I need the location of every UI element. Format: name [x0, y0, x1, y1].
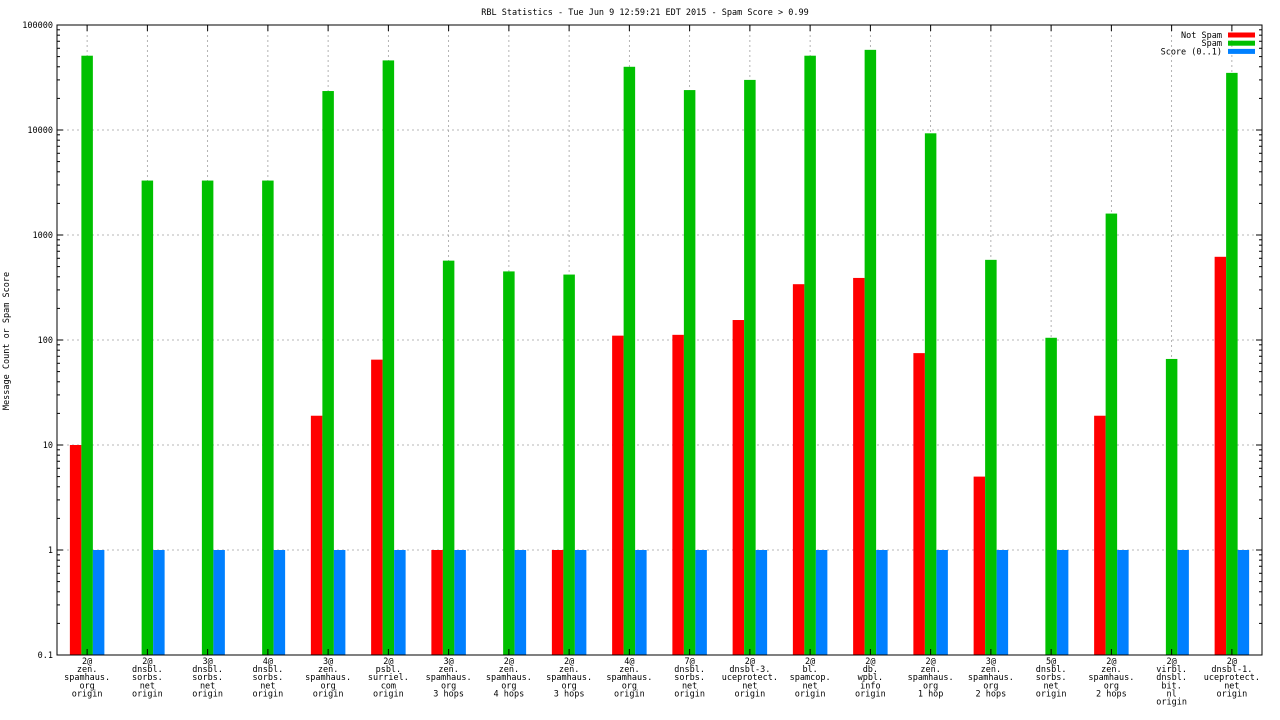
legend-swatch [1228, 40, 1255, 46]
bar-spam [864, 49, 877, 655]
x-tick-label: 2@ virbl. dnsbl. bit. nl origin [1156, 657, 1187, 708]
bar-score-0-1 [92, 550, 105, 655]
bar-spam [1165, 358, 1178, 655]
bar-score-0-1 [695, 550, 707, 655]
bar-spam [1045, 337, 1057, 655]
x-tick-label: 2@ dnsbl-1. uceprotect. net origin [1204, 657, 1260, 699]
bar-not-spam [1094, 415, 1106, 655]
bar-not-spam [792, 284, 805, 655]
bar-not-spam [1214, 256, 1227, 655]
bar-score-0-1 [273, 550, 286, 655]
x-tick-label: 3@ dnsbl. sorbs. net origin [192, 657, 223, 699]
y-tick-label: 1 [48, 546, 53, 556]
x-tick-label: 7@ dnsbl. sorbs. net origin [674, 657, 705, 699]
bar-spam [924, 133, 937, 655]
legend-swatch [1228, 48, 1255, 54]
legend-label: Spam [1202, 39, 1222, 49]
y-tick-label: 1000 [33, 231, 53, 241]
bar-spam [141, 180, 154, 655]
bar-spam [503, 271, 515, 655]
bar-score-0-1 [514, 550, 527, 655]
y-axis-label: Message Count or Spam Score [2, 272, 12, 410]
x-tick-label: 3@ zen. spamhaus. org origin [305, 657, 351, 699]
bar-spam [201, 180, 214, 655]
bar-not-spam [69, 445, 82, 655]
x-tick-label: 2@ zen. spamhaus. org 4 hops [486, 657, 532, 699]
bar-not-spam [672, 334, 684, 655]
bar-score-0-1 [1117, 550, 1129, 655]
x-tick-label: 2@ psbl. surriel. com origin [368, 657, 409, 699]
x-tick-label: 2@ bl. spamcop. net origin [790, 657, 831, 699]
bar-not-spam [853, 277, 865, 655]
bar-spam [563, 274, 575, 655]
bar-not-spam [612, 335, 624, 655]
x-tick-label: 4@ zen. spamhaus. org origin [606, 657, 652, 699]
bar-score-0-1 [1177, 550, 1189, 655]
bar-score-0-1 [936, 550, 948, 655]
x-tick-label: 4@ dnsbl. sorbs. net origin [253, 657, 284, 699]
bar-not-spam [371, 359, 383, 655]
legend-label: Not Spam [1181, 31, 1222, 41]
bar-score-0-1 [1237, 550, 1250, 655]
x-tick-label: 2@ dnsbl-3. uceprotect. net origin [722, 657, 778, 699]
x-tick-label: 2@ zen. spamhaus. org 1 hop [908, 657, 954, 699]
x-tick-label: 2@ db. wpbl. info origin [855, 657, 886, 699]
x-tick-label: 3@ zen. spamhaus. org 3 hops [426, 657, 472, 699]
legend-swatch [1228, 32, 1255, 38]
bar-score-0-1 [574, 550, 587, 655]
bar-spam [81, 55, 93, 655]
bars [69, 49, 1250, 656]
x-tick-labels: 2@ zen. spamhaus. org origin 2@ dnsbl. sorbs. ne… [64, 657, 1260, 708]
x-tick-label: 2@ zen. spamhaus. org 3 hops [546, 657, 592, 699]
y-tick-label: 0.1 [38, 651, 53, 661]
bar-spam [262, 180, 274, 655]
bar-spam [1105, 213, 1118, 656]
bar-not-spam [310, 415, 323, 655]
bar-spam [985, 259, 997, 655]
y-ticks: 0.1 1 10 100 1000 10000 100000 [22, 21, 1262, 661]
bar-not-spam [551, 550, 564, 655]
bar-score-0-1 [876, 550, 888, 655]
bar-spam [322, 91, 334, 656]
bar-spam [744, 79, 756, 655]
y-tick-label: 100 [38, 336, 53, 346]
bar-not-spam [431, 550, 443, 655]
bar-score-0-1 [213, 550, 225, 655]
x-tick-label: 2@ dnsbl. sorbs. net origin [132, 657, 163, 699]
legend-label: Score (0..1) [1161, 47, 1222, 57]
x-tick-label: 2@ zen. spamhaus. org 2 hops [1088, 657, 1134, 699]
bar-spam [382, 60, 395, 656]
y-tick-label: 100000 [22, 21, 53, 31]
bar-score-0-1 [333, 550, 346, 655]
bar-score-0-1 [635, 550, 647, 655]
x-tick-label: 5@ dnsbl. sorbs. net origin [1036, 657, 1067, 699]
x-tick-label: 2@ zen. spamhaus. org origin [64, 657, 110, 699]
x-tick-label: 3@ zen. spamhaus. org 2 hops [968, 657, 1014, 699]
y-tick-label: 10000 [27, 126, 53, 136]
bar-spam [683, 90, 696, 655]
chart-title: RBL Statistics - Tue Jun 9 12:59:21 EDT … [481, 8, 809, 18]
y-tick-label: 10 [43, 441, 53, 451]
bar-score-0-1 [394, 550, 406, 655]
bar-score-0-1 [815, 550, 828, 655]
grid-lines [57, 25, 1262, 655]
bar-score-0-1 [996, 550, 1009, 655]
bar-spam [623, 66, 636, 656]
bar-spam [442, 260, 455, 655]
bar-not-spam [973, 476, 986, 655]
bar-spam [804, 55, 816, 655]
bar-score-0-1 [454, 550, 466, 655]
bar-spam [1226, 72, 1238, 655]
bar-score-0-1 [1056, 550, 1069, 655]
bar-score-0-1 [755, 550, 768, 655]
bar-score-0-1 [153, 550, 165, 655]
bar-not-spam [913, 353, 925, 655]
bar-not-spam [732, 320, 745, 655]
